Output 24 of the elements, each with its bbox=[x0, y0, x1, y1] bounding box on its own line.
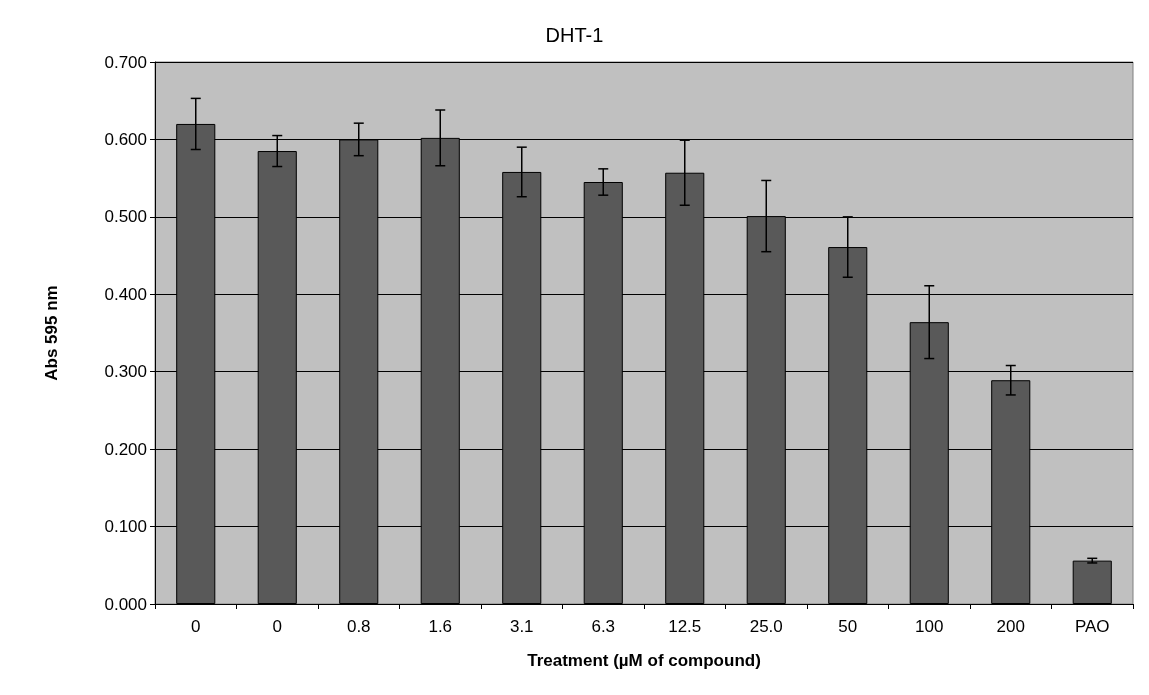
y-tick-label: 0.500 bbox=[104, 207, 147, 227]
x-axis-title: Treatment (µM of compound) bbox=[527, 651, 761, 670]
y-tick-label: 0.300 bbox=[104, 362, 147, 382]
y-tick-label: 0.700 bbox=[104, 52, 147, 72]
y-tick-label: 0.600 bbox=[104, 129, 147, 149]
y-axis-title: Abs 595 nm bbox=[42, 285, 61, 381]
x-tick-label: PAO bbox=[1074, 617, 1110, 636]
x-tick-label: 0.8 bbox=[346, 617, 371, 636]
x-tick-label: 0 bbox=[272, 617, 282, 636]
x-tick-label: 50 bbox=[838, 617, 858, 636]
x-tick-label: 6.3 bbox=[591, 617, 616, 636]
y-tick-label: 0.200 bbox=[104, 439, 147, 459]
y-tick-label: 0.100 bbox=[104, 517, 147, 537]
x-tick-label: 12.5 bbox=[668, 617, 702, 636]
bar bbox=[1072, 560, 1112, 604]
x-tick-label: 25.0 bbox=[749, 617, 783, 636]
x-tick-label: 3.1 bbox=[509, 617, 534, 636]
x-tick-label: 0 bbox=[191, 617, 201, 636]
y-tick-label: 0.400 bbox=[104, 284, 147, 304]
y-tick-label: 0.000 bbox=[104, 594, 147, 614]
x-tick-label: 100 bbox=[915, 617, 944, 636]
chart-title: DHT-1 bbox=[545, 24, 604, 46]
x-tick-label: 200 bbox=[996, 617, 1025, 636]
x-tick-label: 1.6 bbox=[428, 617, 453, 636]
